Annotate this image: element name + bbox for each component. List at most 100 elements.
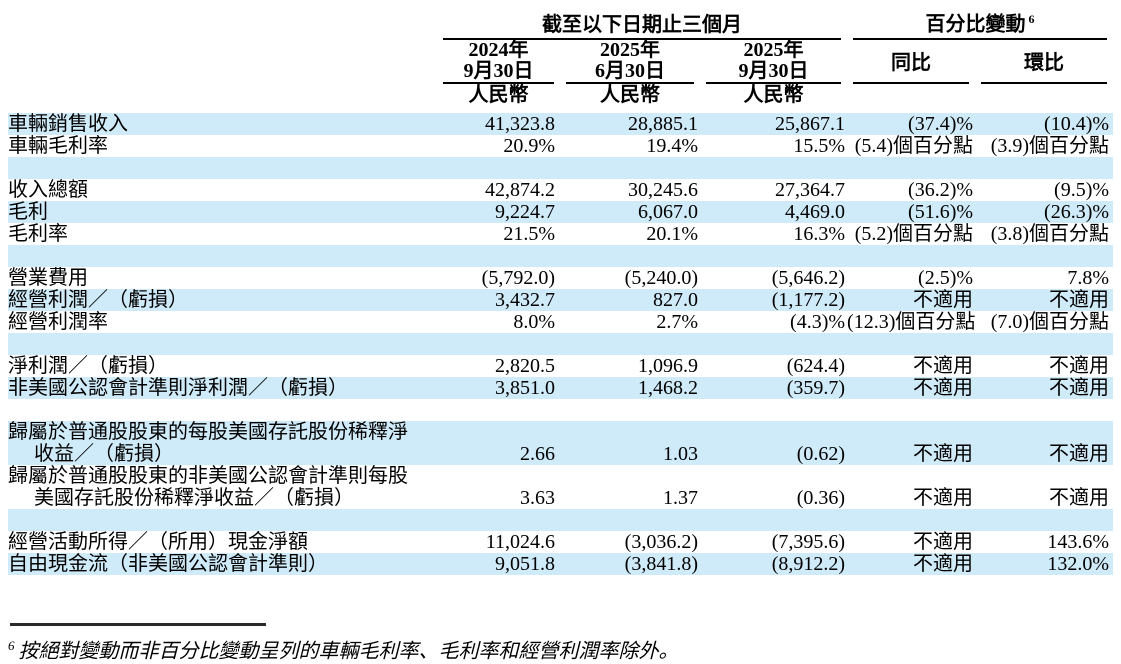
value-cell	[700, 508, 848, 531]
table-row: 經營利潤／（虧損） 3,432.7 827.0 (1,177.2) 不適用 不適用	[8, 288, 1114, 311]
value-cell: (2.5)%	[918, 266, 974, 289]
value-cell: 21.5%	[503, 222, 555, 245]
currency-label: 人民幣	[600, 83, 660, 106]
table-row: 毛利 9,224.7 6,067.0 4,469.0 (51.6)% (26.3)%	[8, 200, 1114, 223]
value-cell	[975, 508, 1114, 531]
value-cell	[700, 399, 847, 421]
value-cell: 2,820.5	[495, 354, 555, 377]
value-cell: 20.9%	[503, 134, 555, 157]
table-row: 營業費用 (5,792.0) (5,240.0) (5,646.2) (2.5)% 7.8…	[8, 267, 1113, 289]
value-cell: 1,096.9	[638, 354, 698, 377]
header-group-row: 截至以下日期止三個月 百分比變動 6	[8, 6, 1113, 40]
change-group-label: 百分比變動	[925, 13, 1026, 36]
col-group-percent-change: 百分比變動 6	[847, 6, 1113, 40]
spacer-row	[8, 508, 1114, 531]
value-cell	[975, 244, 1114, 267]
col-header-2024-09-30: 2024年 9月30日	[437, 38, 560, 84]
value-cell: 不適用	[847, 420, 976, 465]
value-cell	[437, 332, 560, 355]
value-cell: 不適用	[847, 552, 976, 575]
footnote: 6 按絕對變動而非百分比變動呈列的車輛毛利率、毛利率和經營利潤率除外。	[8, 632, 1121, 664]
col-header-yoy: 同比	[847, 40, 975, 84]
value-cell: (3,841.8)	[560, 552, 700, 575]
row-label: 淨利潤／（虧損）	[8, 355, 437, 377]
value-cell: 41,323.8	[437, 112, 560, 135]
value-cell: 不適用	[1049, 354, 1110, 377]
value-cell: (5,240.0)	[624, 266, 698, 289]
value-cell: 25,867.1	[700, 112, 848, 135]
date-year: 2024年	[468, 38, 529, 61]
value-cell	[847, 508, 976, 531]
value-cell: (624.4)	[786, 354, 846, 377]
row-label: 車輛毛利率	[8, 135, 437, 157]
row-label-line: 收益／（虧損）	[34, 442, 174, 465]
value-cell: 30,245.6	[628, 178, 698, 201]
row-label: 歸屬於普通股股東的每股美國存託股份稀釋淨 收益／（虧損）	[8, 420, 437, 465]
value-cell: 7.8%	[1067, 266, 1110, 289]
value-cell: (5.4)個百分點	[854, 134, 974, 157]
table-row: 歸屬於普通股股東的非美國公認會計準則每股 美國存託股份稀釋淨收益／（虧損） 3.63…	[8, 465, 1113, 509]
table-row: 非美國公認會計準則淨利潤／（虧損） 3,851.0 1,468.2 (359.7) 不適…	[8, 376, 1114, 399]
table-header: 截至以下日期止三個月 百分比變動 6 2024年 9月30日 2025年	[8, 6, 1113, 113]
value-cell: 2.7%	[656, 310, 698, 333]
row-label: 毛利	[8, 200, 437, 223]
table-row: 毛利率 21.5% 20.1% 16.3% (5.2)個百分點 (3.8)個百分點	[8, 223, 1113, 245]
value-cell: 11,024.6	[485, 530, 555, 553]
table-row: 淨利潤／（虧損） 2,820.5 1,096.9 (624.4) 不適用 不適用	[8, 355, 1113, 377]
value-cell	[700, 244, 848, 267]
currency-label: 人民幣	[468, 83, 529, 106]
value-cell	[560, 156, 700, 179]
value-cell: (10.4)%	[975, 112, 1114, 135]
value-cell: (4.3)%	[790, 310, 846, 333]
col-header-2025-09-30: 2025年 9月30日	[700, 39, 847, 84]
value-cell: 不適用	[1049, 486, 1110, 509]
value-cell: 3.63	[520, 486, 555, 509]
row-label-line: 歸屬於普通股股東的每股美國存託股份稀釋淨	[8, 420, 408, 443]
row-label: 毛利率	[8, 223, 437, 245]
value-cell: (0.36)	[796, 486, 846, 509]
row-label-line: 經營利潤率	[8, 310, 108, 333]
value-cell: (51.6)%	[847, 200, 976, 223]
value-cell: (359.7)	[700, 376, 848, 399]
row-label: 經營利潤／（虧損）	[8, 288, 437, 311]
header-empty-cell	[8, 84, 437, 113]
footnote-rule	[10, 622, 266, 626]
value-cell: 1.37	[663, 486, 698, 509]
value-cell: 6,067.0	[560, 200, 700, 223]
row-label-line: 歸屬於普通股股東的非美國公認會計準則每股	[8, 464, 408, 487]
header-dates-row: 2024年 9月30日 2025年 6月30日 2025年 9月30日	[8, 38, 1113, 84]
value-cell: 1,468.2	[560, 376, 700, 399]
row-label-line: 營業費用	[8, 266, 88, 289]
value-cell: 不適用	[975, 288, 1114, 311]
value-cell	[700, 156, 848, 179]
value-cell	[437, 244, 560, 267]
qoq-label: 環比	[1024, 52, 1065, 75]
header-empty-cell	[8, 6, 437, 40]
value-cell: 不適用	[913, 486, 974, 509]
value-cell: 16.3%	[793, 222, 846, 245]
row-label-line: 淨利潤／（虧損）	[8, 354, 168, 377]
value-cell: 1.03	[560, 420, 700, 465]
value-cell	[975, 332, 1114, 355]
value-cell	[700, 332, 848, 355]
value-cell: (12.3)個百分點	[847, 310, 976, 333]
value-cell: (3.9)個百分點	[990, 134, 1110, 157]
table-row: 車輛毛利率 20.9% 19.4% 15.5% (5.4)個百分點 (3.9)個百分點	[8, 135, 1113, 157]
value-cell: (1,177.2)	[700, 288, 848, 311]
value-cell: (9.5)%	[1054, 178, 1110, 201]
spacer-row	[8, 156, 1114, 179]
value-cell: (7,395.6)	[771, 530, 846, 553]
value-cell	[560, 508, 700, 531]
value-cell: 不適用	[975, 376, 1114, 399]
value-cell: 42,874.2	[485, 178, 555, 201]
value-cell	[975, 399, 1113, 421]
value-cell: 不適用	[847, 288, 976, 311]
row-label: 收入總額	[8, 179, 437, 201]
row-label: 歸屬於普通股股東的非美國公認會計準則每股 美國存託股份稀釋淨收益／（虧損）	[8, 465, 437, 509]
value-cell	[847, 244, 976, 267]
value-cell: 3,851.0	[437, 376, 560, 399]
value-cell: 132.0%	[975, 552, 1114, 575]
financial-summary-table: 截至以下日期止三個月 百分比變動 6 2024年 9月30日 2025年	[8, 6, 1114, 575]
period-group-label: 截至以下日期止三個月	[542, 13, 743, 36]
row-label-line: 車輛毛利率	[8, 134, 108, 157]
